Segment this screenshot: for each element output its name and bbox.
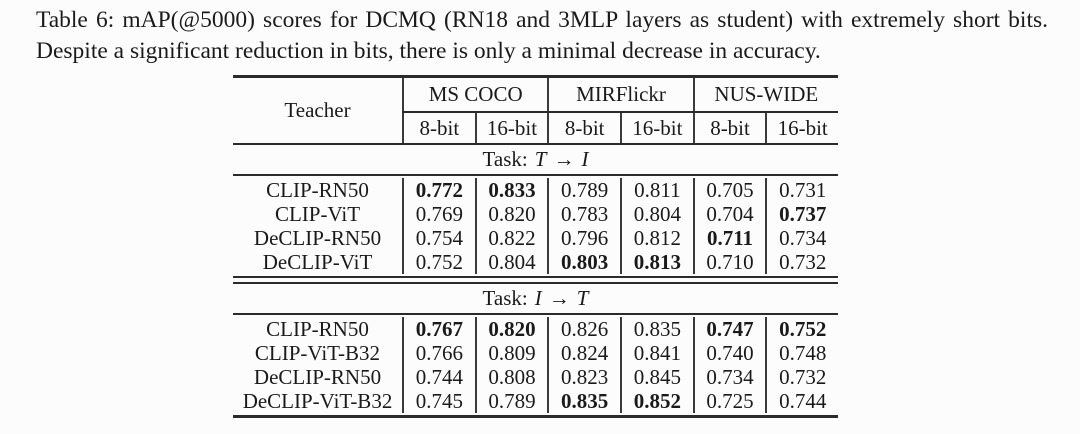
score-cell: 0.789	[474, 389, 548, 413]
score-cell: 0.734	[692, 365, 766, 389]
score-cell: 0.766	[402, 341, 475, 365]
score-cell: 0.820	[474, 202, 548, 226]
section-top-rule	[233, 313, 838, 315]
task-prefix: Task:	[482, 286, 528, 310]
score-cell: 0.835	[620, 317, 693, 341]
section-t2i: CLIP-RN50 0.772 0.833 0.789 0.811 0.705 …	[233, 176, 838, 276]
table-row: DeCLIP-ViT 0.752 0.804 0.803 0.813 0.710…	[233, 250, 838, 274]
dataset-header-group: MS COCO MIRFlickr NUS-WIDE 8-bit 16-bit …	[402, 78, 838, 143]
table-row: CLIP-RN50 0.772 0.833 0.789 0.811 0.705 …	[233, 178, 838, 202]
score-cell: 0.767	[402, 317, 475, 341]
score-cell: 0.845	[620, 365, 693, 389]
score-cell: 0.740	[692, 341, 766, 365]
score-cell: 0.711	[692, 226, 766, 250]
table-caption: Table 6: mAP(@5000) scores for DCMQ (RN1…	[36, 7, 1048, 64]
score-cell: 0.823	[547, 365, 620, 389]
score-cell: 0.822	[474, 226, 548, 250]
bit-header: 8-bit	[692, 113, 766, 143]
score-cell: 0.754	[402, 226, 475, 250]
score-cell: 0.813	[620, 250, 693, 274]
score-cell: 0.808	[474, 365, 548, 389]
score-cell: 0.803	[547, 250, 620, 274]
bit-header: 8-bit	[402, 113, 475, 143]
score-cell: 0.812	[620, 226, 693, 250]
task-prefix: Task:	[482, 147, 528, 171]
score-cell: 0.734	[765, 226, 838, 250]
teacher-name: DeCLIP-RN50	[253, 365, 382, 389]
score-cell: 0.789	[547, 178, 620, 202]
section-top-rule	[233, 174, 838, 176]
bit-header: 16-bit	[474, 113, 548, 143]
score-cell: 0.835	[547, 389, 620, 413]
bit-header: 16-bit	[765, 113, 838, 143]
score-cell: 0.809	[474, 341, 548, 365]
bit-header-row: 8-bit 16-bit 8-bit 16-bit 8-bit 16-bit	[402, 113, 838, 143]
score-cell: 0.705	[692, 178, 766, 202]
score-cell: 0.744	[765, 389, 838, 413]
task-to-symbol: I	[581, 147, 589, 171]
dataset-header-mirflickr: MIRFlickr	[547, 78, 692, 111]
right-arrow-icon: →	[553, 147, 575, 171]
dataset-header-nuswide: NUS-WIDE	[692, 78, 838, 111]
teacher-name: CLIP-RN50	[266, 317, 369, 341]
dataset-header-row: MS COCO MIRFlickr NUS-WIDE	[402, 78, 838, 111]
score-cell: 0.841	[620, 341, 693, 365]
score-cell: 0.731	[765, 178, 838, 202]
table-row: DeCLIP-RN50 0.754 0.822 0.796 0.812 0.71…	[233, 226, 838, 250]
table-row: CLIP-ViT 0.769 0.820 0.783 0.804 0.704 0…	[233, 202, 838, 226]
score-cell: 0.796	[547, 226, 620, 250]
score-cell: 0.804	[620, 202, 693, 226]
score-cell: 0.737	[765, 202, 838, 226]
score-cell: 0.811	[620, 178, 693, 202]
table-row: CLIP-ViT-B32 0.766 0.809 0.824 0.841 0.7…	[233, 341, 838, 365]
table-row: CLIP-RN50 0.767 0.820 0.826 0.835 0.747 …	[233, 317, 838, 341]
score-cell: 0.833	[474, 178, 548, 202]
task-from-symbol: I	[534, 286, 542, 310]
score-cell: 0.725	[692, 389, 766, 413]
score-cell: 0.732	[765, 250, 838, 274]
score-cell: 0.704	[692, 202, 766, 226]
teacher-name: CLIP-ViT	[274, 202, 361, 226]
header-mid-rule	[402, 111, 838, 113]
table-row: DeCLIP-RN50 0.744 0.808 0.823 0.845 0.73…	[233, 365, 838, 389]
results-table: Teacher MS COCO MIRFlickr NUS-WIDE 8-bit…	[233, 75, 838, 418]
score-cell: 0.804	[474, 250, 548, 274]
section-separator-double-rule	[233, 276, 838, 284]
score-cell: 0.710	[692, 250, 766, 274]
section-i2t: CLIP-RN50 0.767 0.820 0.826 0.835 0.747 …	[233, 315, 838, 415]
task-from-symbol: T	[534, 147, 547, 171]
score-cell: 0.772	[402, 178, 475, 202]
table-row: DeCLIP-ViT-B32 0.745 0.789 0.835 0.852 0…	[233, 389, 838, 413]
table-header: Teacher MS COCO MIRFlickr NUS-WIDE 8-bit…	[233, 78, 838, 143]
score-cell: 0.852	[620, 389, 693, 413]
score-cell: 0.747	[692, 317, 766, 341]
score-cell: 0.824	[547, 341, 620, 365]
score-cell: 0.744	[402, 365, 475, 389]
teacher-name: CLIP-ViT-B32	[254, 341, 381, 365]
score-cell: 0.820	[474, 317, 548, 341]
teacher-column-header: Teacher	[284, 98, 351, 122]
task-heading-t2i: Task: T → I	[233, 145, 838, 174]
task-to-symbol: T	[576, 286, 589, 310]
teacher-name: DeCLIP-RN50	[253, 226, 382, 250]
dataset-header-mscoco: MS COCO	[402, 78, 547, 111]
score-cell: 0.769	[402, 202, 475, 226]
top-rule	[233, 75, 838, 78]
task-heading-i2t: Task: I → T	[233, 284, 838, 313]
teacher-name: DeCLIP-ViT	[262, 250, 373, 274]
score-cell: 0.783	[547, 202, 620, 226]
score-cell: 0.752	[402, 250, 475, 274]
score-cell: 0.752	[765, 317, 838, 341]
score-cell: 0.826	[547, 317, 620, 341]
right-arrow-icon: →	[548, 286, 570, 310]
teacher-name: CLIP-RN50	[266, 178, 369, 202]
score-cell: 0.745	[402, 389, 475, 413]
bit-header: 16-bit	[620, 113, 693, 143]
score-cell: 0.732	[765, 365, 838, 389]
bottom-rule	[233, 415, 838, 418]
teacher-name: DeCLIP-ViT-B32	[242, 389, 393, 413]
score-cell: 0.748	[765, 341, 838, 365]
header-bottom-rule	[233, 143, 838, 145]
bit-header: 8-bit	[547, 113, 620, 143]
